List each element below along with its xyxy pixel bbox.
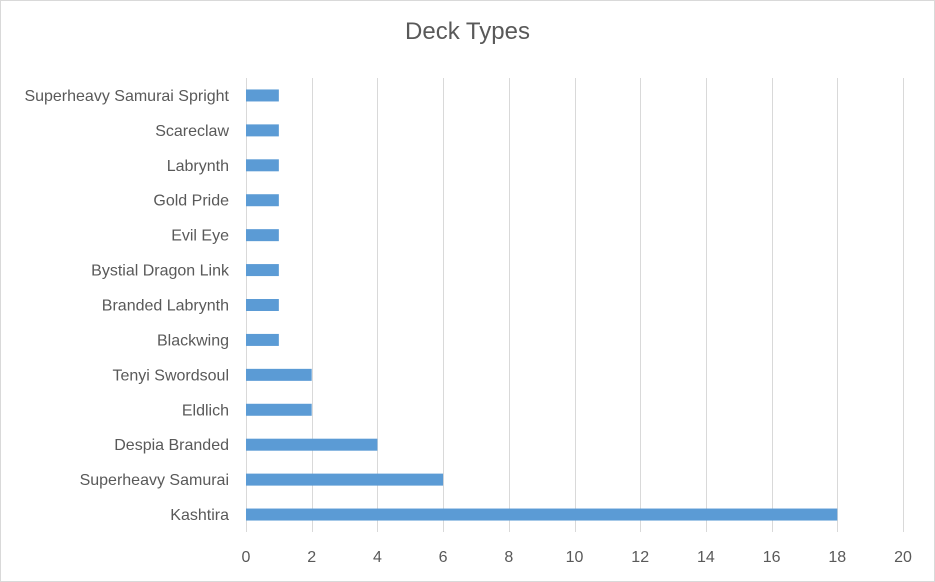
x-tick-label: 10	[566, 549, 584, 566]
bar	[246, 403, 312, 416]
bar	[246, 299, 279, 311]
bar	[246, 368, 312, 381]
y-category-label: Bystial Dragon Link	[91, 263, 230, 280]
x-tick-label: 20	[894, 549, 912, 566]
x-tick-label: 14	[697, 549, 715, 566]
chart-title: Deck Types	[405, 18, 530, 45]
y-category-label: Despia Branded	[114, 437, 229, 454]
y-category-label: Labrynth	[167, 158, 229, 175]
y-category-label: Eldlich	[182, 402, 229, 419]
bar	[246, 508, 838, 521]
bar	[246, 438, 378, 451]
bar	[246, 159, 279, 172]
x-tick-label: 16	[763, 549, 781, 566]
x-tick-label: 6	[439, 549, 448, 566]
y-category-label: Gold Pride	[153, 193, 229, 210]
x-tick-label: 8	[504, 549, 513, 566]
y-category-label: Branded Labrynth	[102, 298, 229, 315]
y-category-label: Scareclaw	[155, 123, 229, 140]
bar	[246, 89, 279, 102]
y-category-label: Kashtira	[170, 507, 229, 524]
x-tick-label: 0	[242, 549, 251, 566]
bar	[246, 229, 279, 242]
y-category-label: Blackwing	[157, 332, 229, 349]
bar	[246, 124, 279, 137]
bar	[246, 264, 279, 277]
y-category-label: Evil Eye	[171, 228, 229, 245]
y-category-label: Tenyi Swordsoul	[113, 367, 230, 384]
x-tick-label: 2	[307, 549, 316, 566]
x-tick-label: 4	[373, 549, 382, 566]
y-category-label: Superheavy Samurai Spright	[24, 88, 229, 105]
bar	[246, 333, 279, 346]
x-tick-label: 12	[631, 549, 649, 566]
y-category-label: Superheavy Samurai	[80, 472, 229, 489]
x-tick-label: 18	[828, 549, 846, 566]
bar	[246, 473, 444, 486]
bar	[246, 194, 279, 207]
